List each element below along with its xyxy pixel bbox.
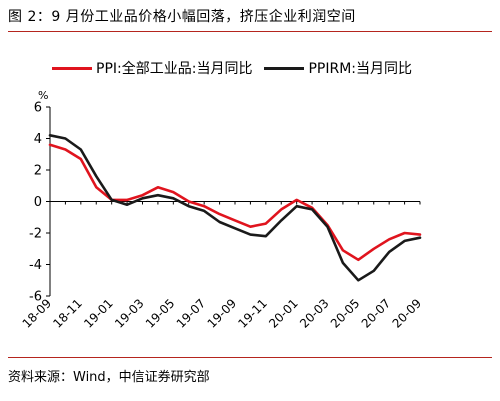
legend-swatch-ppirm [264, 66, 305, 70]
y-tick-label: -6 [29, 290, 42, 305]
x-tick-label: 20-01 [266, 296, 301, 331]
x-tick-label: 19-11 [235, 296, 270, 331]
x-tick-label: 20-07 [359, 296, 394, 331]
y-tick-label: 6 [34, 101, 42, 116]
y-tick-label: -4 [29, 258, 42, 273]
x-tick-label: 19-05 [143, 296, 178, 331]
y-tick-label: 0 [34, 195, 42, 210]
x-tick-label: 19-01 [81, 296, 116, 331]
source-note: 资料来源：Wind，中信证券研究部 [8, 370, 210, 385]
y-tick-label: 2 [34, 164, 42, 179]
y-tick-label: 4 [34, 132, 42, 147]
series-line-ppirm [48, 134, 422, 282]
y-axis-unit: % [38, 89, 49, 102]
chart-legend: PPI:全部工业品:当月同比 PPIRM:当月同比 [52, 58, 424, 78]
x-tick-label: 20-03 [297, 296, 332, 331]
legend-label-ppi: PPI:全部工业品:当月同比 [96, 61, 253, 77]
x-tick-label: 19-03 [112, 296, 147, 331]
x-tick-label: 19-07 [174, 296, 209, 331]
title-divider [8, 31, 492, 32]
legend-item-ppirm: PPIRM:当月同比 [264, 58, 412, 78]
legend-swatch-ppi [52, 66, 92, 70]
x-tick-label: 19-09 [205, 296, 240, 331]
legend-label-ppirm: PPIRM:当月同比 [308, 61, 412, 77]
y-tick-label: -2 [29, 227, 42, 242]
figure-title: 图 2：9 月份工业品价格小幅回落，挤压企业利润空间 [8, 9, 356, 25]
x-tick-label: 18-11 [50, 296, 85, 331]
x-tick-label: 20-05 [328, 296, 363, 331]
source-divider [8, 357, 492, 358]
x-tick-label: 20-09 [390, 296, 425, 331]
legend-item-ppi: PPI:全部工业品:当月同比 [52, 58, 252, 78]
